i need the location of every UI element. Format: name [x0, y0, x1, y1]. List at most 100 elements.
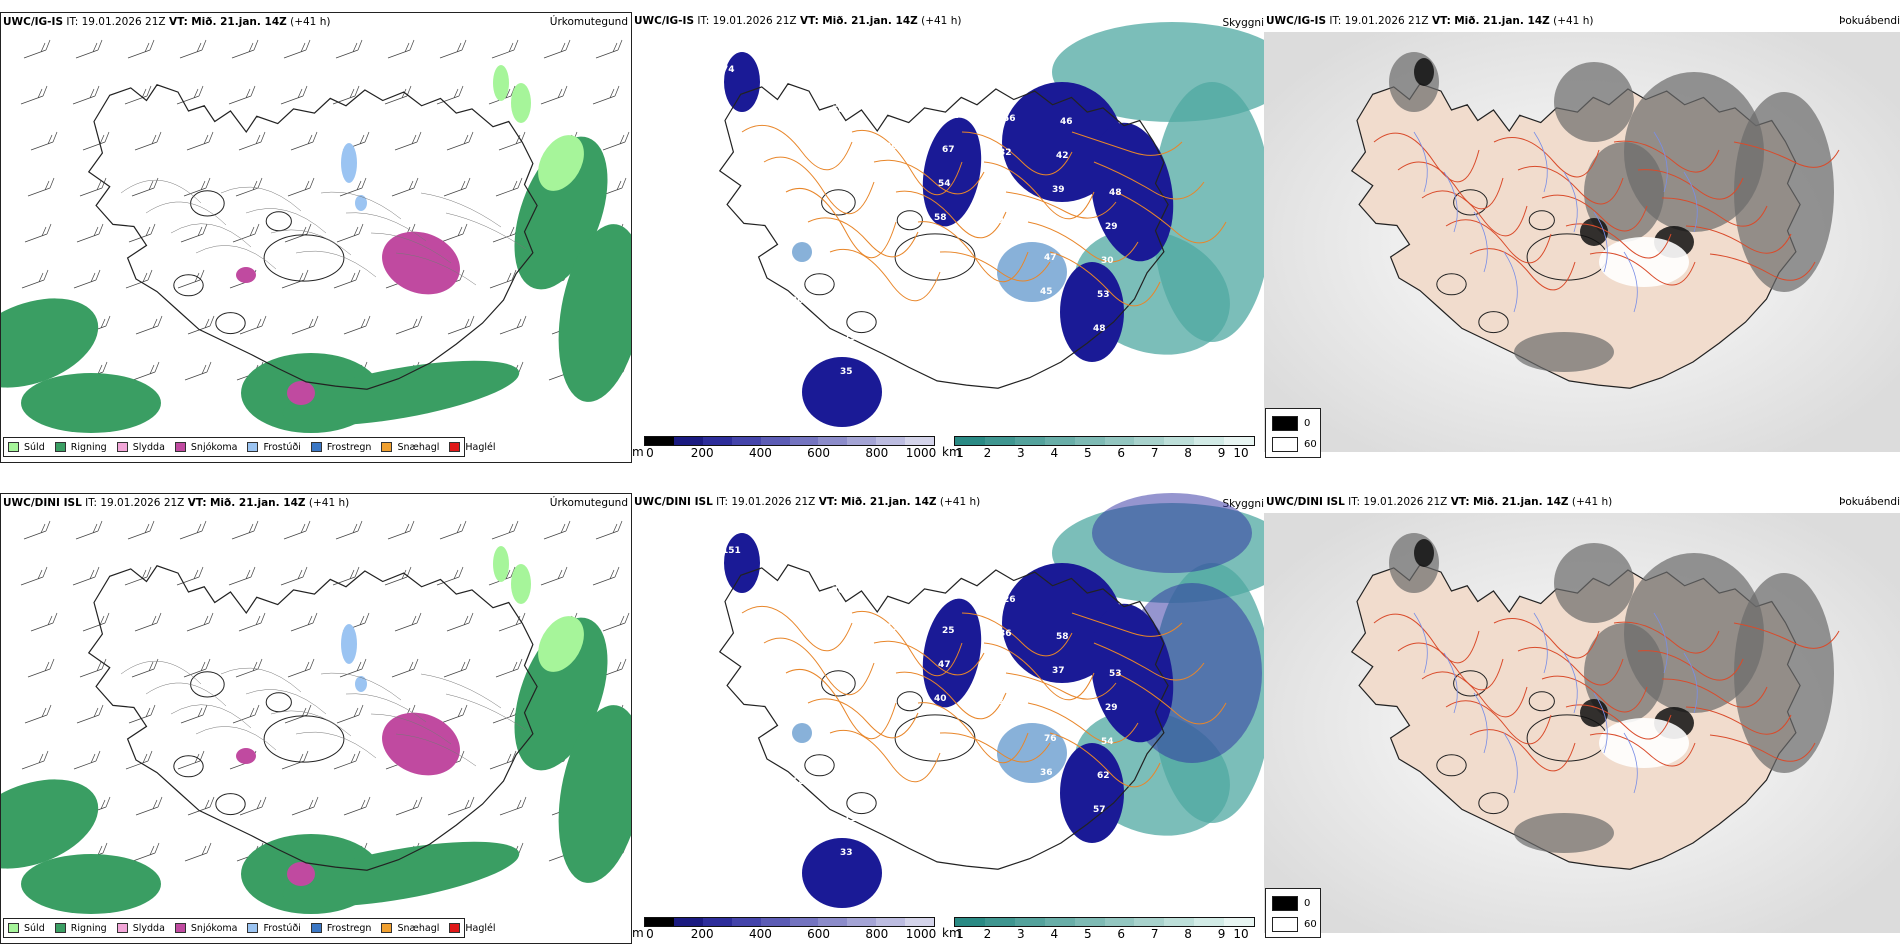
visibility-value: 27: [738, 740, 751, 750]
colorbar-tick: 0: [646, 446, 654, 460]
iceland-outline: [87, 84, 538, 390]
cbar-height: m 0 200 400 600 800 1000: [632, 436, 937, 462]
colorbar-tick: 800: [865, 446, 889, 460]
road-network: [1373, 132, 1840, 291]
visibility-value: 32: [995, 663, 1008, 673]
visibility-value: 51: [950, 558, 963, 568]
fog-panel-top: UWC/IG-IS IT: 19.01.2026 21Z VT: Mið. 21…: [1264, 12, 1900, 463]
legend-swatch: [310, 923, 322, 933]
visibility-value: 58: [934, 213, 947, 223]
visibility-value: 58: [832, 105, 845, 115]
colorbar-tick: 800: [865, 927, 889, 941]
legend-label: Snæhagl: [397, 922, 440, 934]
visibility-value: 46: [889, 589, 902, 599]
visibility-value: 55: [995, 182, 1008, 192]
visibility-value: 47: [1044, 253, 1057, 263]
visibility-panel-top: UWC/IG-IS IT: 19.01.2026 21Z VT: Mið. 21…: [632, 12, 1264, 463]
legend-swatch: [174, 442, 186, 452]
panel-title: Skyggni: [1222, 17, 1265, 29]
colorbar-tick: 1000: [905, 927, 937, 941]
visibility-value: 113: [844, 814, 863, 824]
legend-swatch: [54, 442, 66, 452]
river-network: [1413, 612, 1698, 794]
colorbar-unit: km: [942, 445, 961, 459]
legend-item: Frostúði: [247, 442, 301, 453]
panel-title: Úrkomutegund: [549, 497, 628, 509]
colorbar-strip: [954, 436, 1255, 446]
fog-panel-bottom: UWC/DINI ISL IT: 19.01.2026 21Z VT: Mið.…: [1264, 493, 1900, 944]
visibility-value: 68: [783, 845, 796, 855]
visibility-value: 67: [942, 145, 955, 155]
visibility-value: 82: [889, 108, 902, 118]
visibility-value: 41: [1048, 700, 1061, 710]
colorbar-tick: 1: [956, 927, 964, 941]
visibility-value: 38: [787, 811, 800, 821]
visibility-value: 31: [946, 111, 959, 121]
visibility-value: 63: [730, 808, 743, 818]
panel-header: UWC/IG-IS IT: 19.01.2026 21Z VT: Mið. 21…: [634, 15, 962, 27]
visibility-value: 52: [775, 102, 788, 112]
panel-header: UWC/DINI ISL IT: 19.01.2026 21Z VT: Mið.…: [634, 496, 981, 508]
colorbar-tick: 9: [1217, 927, 1226, 941]
visibility-value: 35: [840, 367, 853, 377]
visibility-value: 54: [950, 77, 963, 87]
visibility-panel-bottom: UWC/DINI ISL IT: 19.01.2026 21Z VT: Mið.…: [632, 493, 1264, 944]
visibility-values: 151 56 45 43 40 59 36 57 56 61 70 73 47 58 76 62 63 68 46 4…: [722, 546, 1122, 861]
colorbar-unit: m: [632, 445, 644, 459]
legend-label: Frostregn: [326, 441, 372, 453]
legend-item: Snjókoma: [174, 442, 237, 453]
precip-legend: Súld Rigning Slydda Snjókoma Frostúði Frostre…: [3, 918, 496, 938]
visibility-value: 46: [836, 552, 849, 562]
visibility-value: 34: [734, 293, 747, 303]
visibility-value: 56: [775, 583, 788, 593]
visibility-value: 74: [722, 65, 735, 75]
visibility-value: 56: [726, 842, 739, 852]
legend-swatch: [116, 923, 128, 933]
colorbar-tick: 8: [1184, 446, 1192, 460]
colorbar-tick: 3: [1017, 927, 1025, 941]
legend-label: Slydda: [132, 922, 165, 934]
colorbar-tick: 400: [748, 446, 772, 460]
visibility-value: 32: [999, 148, 1012, 158]
visibility-value: 56: [1003, 114, 1016, 124]
visibility-value: 47: [938, 660, 951, 670]
colorbar-unit: m: [632, 926, 644, 940]
colorbar-tick: 200: [690, 927, 714, 941]
colorbar-tick: 8: [1184, 927, 1192, 941]
visibility-value: 30: [787, 330, 800, 340]
visibility-value: 62: [1097, 771, 1110, 781]
cbar-visibility: km 1 2 3 4 5 6 7 8 9 10: [942, 917, 1257, 943]
visibility-map: 74 52 56 50 58 54 45 48 57 60 58 36 54 60 47 53 50 63 43 82…: [718, 22, 1264, 427]
visibility-value: 79: [844, 333, 857, 343]
visibility-value: 78: [897, 370, 910, 380]
visibility-value: 30: [1101, 256, 1114, 266]
visibility-value: 33: [840, 848, 853, 858]
panel-header: UWC/DINI ISL IT: 19.01.2026 21Z VT: Mið.…: [3, 497, 350, 509]
visibility-value: 39: [734, 774, 747, 784]
legend-swatch: [381, 442, 393, 452]
visibility-map: 151 56 45 43 40 59 36 57 56 61 70 73 47 58 76 62 63 68 46 4…: [718, 493, 1264, 908]
colorbar-tick: 600: [807, 446, 831, 460]
visibility-value: 45: [1040, 287, 1053, 297]
visibility-value: 31: [795, 262, 808, 272]
visibility-value: 60: [779, 68, 792, 78]
iceland-outline: [718, 83, 1169, 389]
visibility-value: 78: [901, 336, 914, 346]
legend-item: Snjókoma: [174, 923, 237, 934]
legend-swatch: [247, 923, 259, 933]
colorbar-tick: 4: [1050, 446, 1059, 460]
legend-swatch: [247, 442, 259, 452]
legend-swatch: [449, 442, 461, 452]
colorbar-tick: 7: [1150, 927, 1159, 941]
visibility-value: 54: [1101, 737, 1114, 747]
fog-legend-top: 0 60: [1265, 408, 1321, 458]
visibility-value: 39: [1052, 185, 1065, 195]
colorbar-tick: 7: [1150, 446, 1159, 460]
visibility-value: 57: [954, 373, 967, 383]
legend-item: Frostregn: [310, 441, 372, 453]
legend-label: Rigning: [70, 922, 107, 934]
panel-header: UWC/DINI ISL IT: 19.01.2026 21Z VT: Mið.…: [1266, 496, 1613, 508]
legend-item: Rigning: [54, 442, 107, 453]
colorbar-tick: 200: [690, 446, 714, 460]
panel-title: Skyggni: [1222, 498, 1265, 510]
